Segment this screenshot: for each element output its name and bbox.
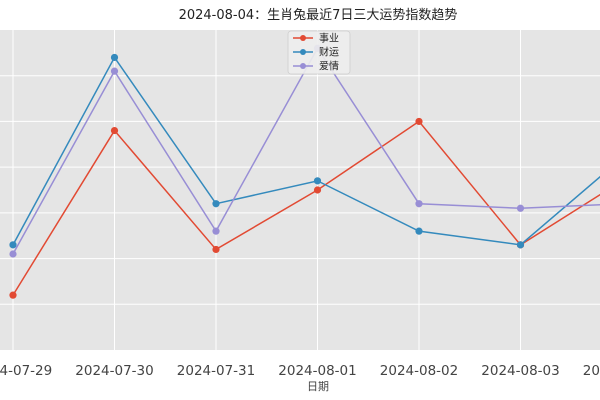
x-tick-label: 2024-07-29 (0, 363, 52, 379)
series-layer (9, 44, 600, 299)
x-tick-label: 2024-08-01 (278, 363, 356, 379)
data-point (212, 200, 220, 208)
data-point (313, 186, 322, 194)
legend-label: 事业 (319, 32, 339, 45)
x-tick-label: 2024-08-03 (481, 363, 559, 379)
series-财运 (9, 53, 600, 249)
data-point (415, 200, 423, 208)
chart-title: 2024-08-04：生肖兔最近7日三大运势指数趋势 (179, 7, 458, 23)
data-point (212, 227, 220, 235)
legend-marker (300, 35, 306, 41)
x-tick-label: 2024-08-02 (380, 363, 458, 379)
x-tick-label: 2024-07-31 (177, 363, 255, 379)
data-point (516, 241, 525, 249)
x-tick-label: 2024-07-30 (75, 363, 153, 379)
legend-label: 爱情 (319, 60, 339, 73)
legend-label: 财运 (319, 46, 339, 59)
plot-area (0, 30, 600, 350)
grid-lines (0, 30, 600, 350)
legend-marker (300, 49, 306, 55)
data-point (313, 177, 322, 185)
data-point (516, 204, 525, 212)
data-point (212, 245, 220, 254)
x-tick-labels: 2024-07-29 2024-07-30 2024-07-31 2024-08-01… (0, 363, 600, 379)
data-point (9, 241, 17, 249)
data-point (110, 53, 119, 62)
data-point (415, 117, 423, 126)
data-point (415, 227, 423, 235)
legend-marker (300, 63, 306, 69)
data-point (110, 67, 119, 75)
x-axis-label: 日期 (307, 380, 329, 393)
data-point (110, 126, 119, 135)
data-point (9, 250, 17, 258)
data-point (9, 291, 17, 299)
x-tick-label: 2024-08-04 (583, 363, 600, 379)
